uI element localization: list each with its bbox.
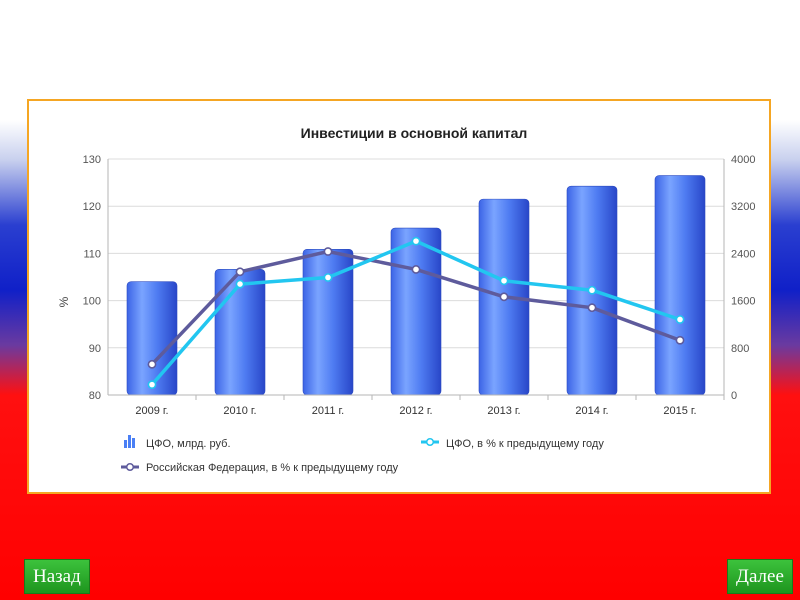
lines — [147, 236, 685, 390]
legend-point-icon — [425, 437, 435, 447]
y2-tick-label: 0 — [731, 390, 737, 402]
x-tick-label: 2009 г. — [135, 405, 168, 417]
y-tick-label: 100 — [83, 296, 101, 308]
axes: 130 120 110 100 90 80 4000 3200 2400 1600 800 0 2009… — [83, 154, 756, 417]
y-tick-label: 120 — [83, 201, 101, 213]
legend-label: ЦФО, млрд. руб. — [146, 438, 231, 450]
bar — [390, 227, 442, 396]
x-tick-label: 2015 г. — [663, 405, 696, 417]
legend-label: Российская Федерация, в % к предыдущему … — [146, 462, 399, 474]
series-point — [675, 335, 685, 345]
bars — [126, 175, 706, 396]
y2-tick-label: 4000 — [731, 154, 755, 166]
investment-chart: Инвестиции в основной капитал % 130 120 11… — [57, 125, 756, 474]
y2-tick-label: 3200 — [731, 201, 755, 213]
series-point — [147, 380, 157, 390]
y2-tick-label: 1600 — [731, 296, 755, 308]
series-point — [323, 273, 333, 282]
series-point — [235, 267, 245, 277]
legend: ЦФО, млрд. руб. ЦФО, в % к предыдущему го… — [121, 435, 604, 474]
y-axis-label: % — [57, 296, 71, 307]
series-point — [675, 315, 685, 324]
bar — [126, 281, 178, 396]
y-tick-label: 80 — [89, 390, 101, 402]
y-tick-label: 90 — [89, 343, 101, 355]
y2-tick-label: 800 — [731, 343, 749, 355]
series-point — [235, 279, 245, 289]
y-tick-label: 110 — [83, 248, 101, 260]
legend-point-icon — [125, 462, 135, 472]
back-button[interactable]: Назад — [24, 559, 90, 594]
legend-bar-icon — [124, 440, 127, 448]
legend-bar-icon — [132, 438, 135, 448]
x-tick-label: 2010 г. — [223, 405, 256, 417]
series-point — [587, 303, 597, 313]
series-point — [411, 265, 421, 274]
series-point — [323, 247, 333, 256]
chart-panel: Инвестиции в основной капитал % 130 120 11… — [27, 99, 771, 494]
series-point — [499, 276, 509, 286]
y2-tick-label: 2400 — [731, 248, 755, 260]
x-tick-label: 2014 г. — [575, 405, 608, 417]
y-tick-label: 130 — [83, 154, 101, 166]
legend-label: ЦФО, в % к предыдущему году — [446, 438, 604, 450]
next-button[interactable]: Далее — [727, 559, 793, 594]
series-point — [587, 285, 597, 295]
x-tick-label: 2011 г. — [312, 405, 344, 417]
x-tick-label: 2012 г. — [399, 405, 432, 417]
series-point — [499, 292, 509, 302]
chart-title: Инвестиции в основной капитал — [301, 125, 528, 141]
series-point — [411, 236, 421, 246]
x-tick-label: 2013 г. — [487, 405, 520, 417]
legend-bar-icon — [128, 435, 131, 448]
bar — [654, 175, 706, 396]
series-point — [147, 359, 157, 369]
